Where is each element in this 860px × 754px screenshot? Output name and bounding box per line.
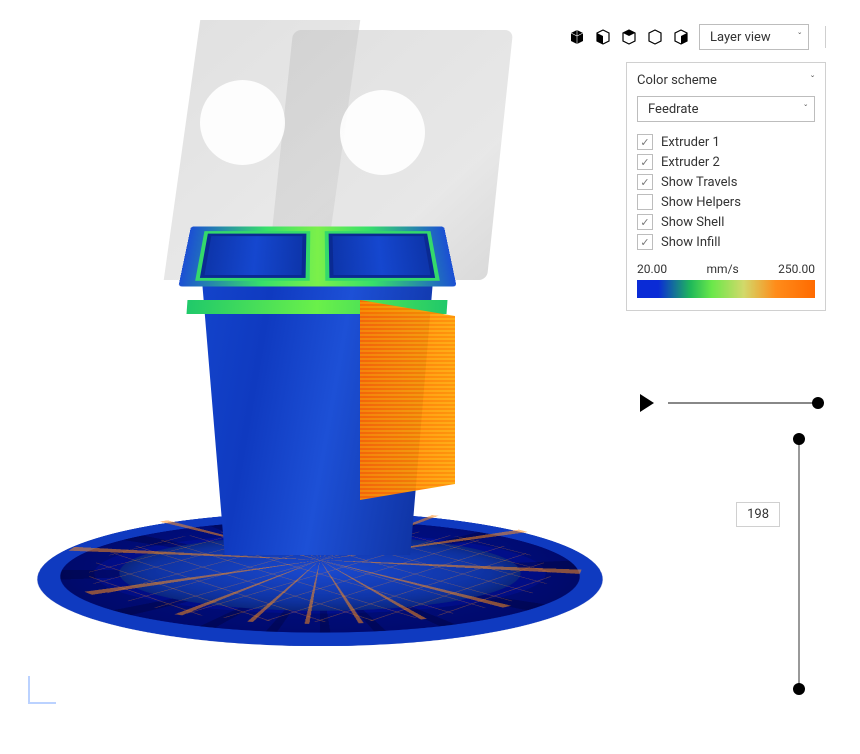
option-label: Show Infill	[661, 235, 721, 250]
feedrate-gradient	[637, 280, 815, 298]
feedrate-max: 250.00	[778, 262, 815, 276]
feedrate-min: 20.00	[637, 262, 667, 276]
chevron-down-icon: ˇ	[804, 104, 808, 115]
chevron-down-icon: ˇ	[798, 32, 802, 43]
option-row: Extruder 1	[637, 132, 815, 152]
option-row: Show Infill	[637, 232, 815, 252]
play-button[interactable]	[640, 394, 654, 412]
view-left-icon[interactable]	[647, 29, 663, 45]
view-right-icon[interactable]	[673, 29, 689, 45]
model-tower-top	[178, 226, 456, 286]
option-label: Extruder 1	[661, 135, 720, 150]
option-label: Show Travels	[661, 175, 737, 190]
option-row: Show Shell	[637, 212, 815, 232]
panel-title: Color scheme	[637, 73, 717, 88]
layer-slider-bottom-knob[interactable]	[793, 683, 805, 695]
feedrate-unit: mm/s	[707, 262, 739, 276]
option-row: Show Travels	[637, 172, 815, 192]
view-top-icon[interactable]	[621, 29, 637, 45]
option-checkbox[interactable]	[637, 134, 653, 150]
layer-range-slider[interactable]	[798, 434, 800, 694]
layer-value-badge: 198	[736, 502, 780, 527]
option-checkbox[interactable]	[637, 214, 653, 230]
color-scheme-panel: Color scheme ˇ Feedrate ˇ Extruder 1 Extr…	[626, 62, 826, 311]
layer-slider-top-knob[interactable]	[793, 433, 805, 445]
layer-slider-track	[798, 434, 800, 694]
option-row: Show Helpers	[637, 192, 815, 212]
view-mode-select[interactable]: Layer view ˇ	[699, 24, 809, 50]
view-front-icon[interactable]	[595, 29, 611, 45]
option-row: Extruder 2	[637, 152, 815, 172]
option-checkbox[interactable]	[637, 174, 653, 190]
simulation-progress-slider[interactable]	[668, 402, 818, 404]
simulation-play-row	[640, 394, 818, 412]
ghost-hole-right	[340, 90, 425, 175]
view-toolbar: Layer view ˇ	[569, 24, 826, 50]
toolbar-divider	[825, 26, 826, 48]
ghost-hole-left	[200, 80, 285, 165]
panel-collapse-icon[interactable]: ˇ	[810, 74, 815, 87]
option-checkbox[interactable]	[637, 234, 653, 250]
option-label: Extruder 2	[661, 155, 720, 170]
view-mode-select-value: Layer view	[710, 30, 771, 45]
slider-knob[interactable]	[812, 397, 824, 409]
view-mode-icons	[569, 29, 689, 45]
color-scheme-select[interactable]: Feedrate ˇ	[637, 96, 815, 122]
buildplate-origin-marker	[28, 676, 56, 704]
color-scheme-select-value: Feedrate	[648, 102, 699, 117]
option-checkbox[interactable]	[637, 194, 653, 210]
feedrate-range-row: 20.00 mm/s 250.00	[637, 262, 815, 276]
view-3d-solid-icon[interactable]	[569, 29, 585, 45]
model-cut-section	[360, 300, 455, 500]
option-label: Show Shell	[661, 215, 724, 230]
option-checkbox[interactable]	[637, 154, 653, 170]
option-label: Show Helpers	[661, 195, 741, 210]
preview-viewport[interactable]	[0, 0, 620, 754]
